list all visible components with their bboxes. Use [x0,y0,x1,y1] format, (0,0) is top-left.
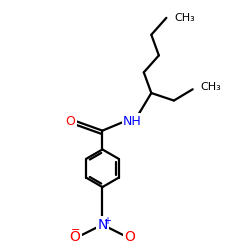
Text: CH₃: CH₃ [200,82,221,92]
Text: NH: NH [123,115,142,128]
Text: O: O [66,115,76,128]
Text: O: O [124,230,135,244]
Text: CH₃: CH₃ [174,13,195,23]
Text: O: O [70,230,80,244]
Text: N: N [97,218,108,232]
Text: +: + [102,216,110,226]
Text: −: − [70,225,80,235]
